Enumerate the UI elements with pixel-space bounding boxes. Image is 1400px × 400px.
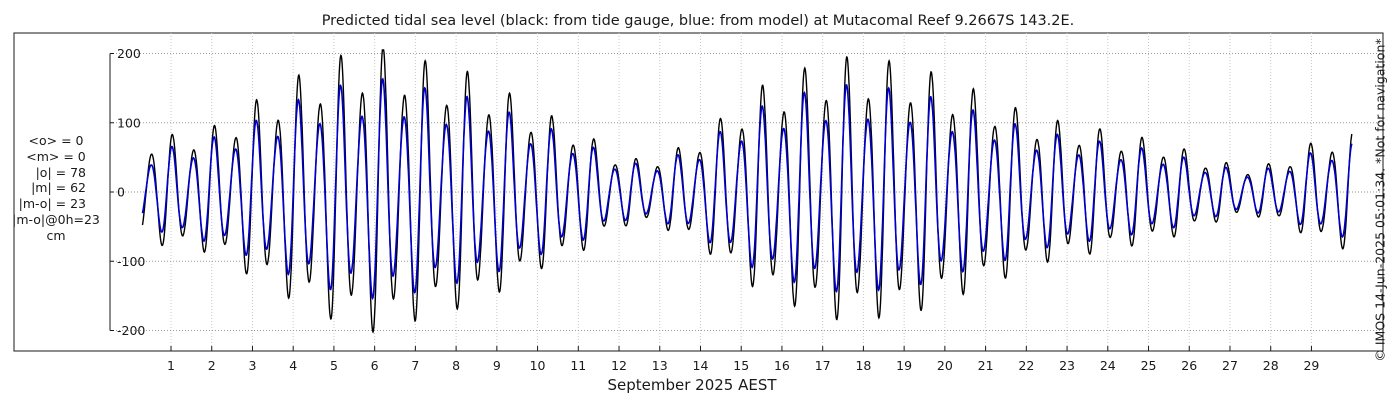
series-layer [141,49,1353,334]
x-tick-label: 27 [1222,358,1238,373]
x-tick-label: 23 [1059,358,1075,373]
x-tick-label: 26 [1181,358,1197,373]
x-tick-label: 17 [815,358,831,373]
y-tick-label: 100 [117,115,141,130]
chart-title: Predicted tidal sea level (black: from t… [322,13,1075,29]
x-tick-label: 10 [530,358,546,373]
y-tick-label: -100 [117,254,145,269]
stat-unit: cm [46,227,66,243]
x-tick-label: 1 [167,358,175,373]
stat-abs-m: |m| = 62 [31,180,86,196]
x-tick-label: 11 [570,358,586,373]
x-tick-label: 8 [452,358,460,373]
stat-abs-m-minus-o-0h: |m-o|@0h=23 [12,211,100,227]
x-tick-label: 16 [774,358,790,373]
x-tick-label: 6 [371,358,379,373]
x-tick-label: 7 [411,358,419,373]
x-tick-label: 13 [652,358,668,373]
x-tick-label: 19 [896,358,912,373]
stat-mean-o: <o> = 0 [28,133,84,148]
y-tick-label: 0 [117,185,125,200]
stat-abs-o: |o| = 78 [35,164,86,180]
x-tick-label: 14 [693,358,709,373]
x-tick-label: 9 [493,358,501,373]
y-tick-label: -200 [117,323,145,338]
x-tick-label: 24 [1100,358,1116,373]
statistics-panel: <o> = 0 <m> = 0 |o| = 78 |m| = 62 |m-o| … [0,133,112,244]
tick-labels: 1 2 3 4 5 6 7 8 9 10 11 12 13 14 15 16 17 18 19 20 21 22 23 24 2… [117,46,1319,373]
x-axis-label: September 2025 AEST [607,376,777,394]
x-tick-label: 25 [1141,358,1157,373]
x-tick-label: 5 [330,358,338,373]
x-tick-label: 4 [289,358,297,373]
x-tick-label: 12 [611,358,627,373]
stat-mean-m: <m> = 0 [26,148,86,164]
y-tick-label: 200 [117,46,141,61]
x-tick-label: 28 [1263,358,1279,373]
x-tick-label: 3 [248,358,256,373]
x-tick-label: 22 [1018,358,1034,373]
series-line-model [141,77,1353,301]
x-tick-label: 15 [733,358,749,373]
x-tick-label: 21 [978,358,994,373]
x-tick-label: 29 [1303,358,1319,373]
credit-text: © IMOS 14-Jun-2025 05:01:34. *Not for na… [1372,38,1388,362]
x-tick-label: 20 [937,358,953,373]
x-tick-label: 2 [208,358,216,373]
x-tick-label: 18 [855,358,871,373]
axes [109,53,1312,351]
stat-abs-m-minus-o: |m-o| = 23 [18,196,86,212]
